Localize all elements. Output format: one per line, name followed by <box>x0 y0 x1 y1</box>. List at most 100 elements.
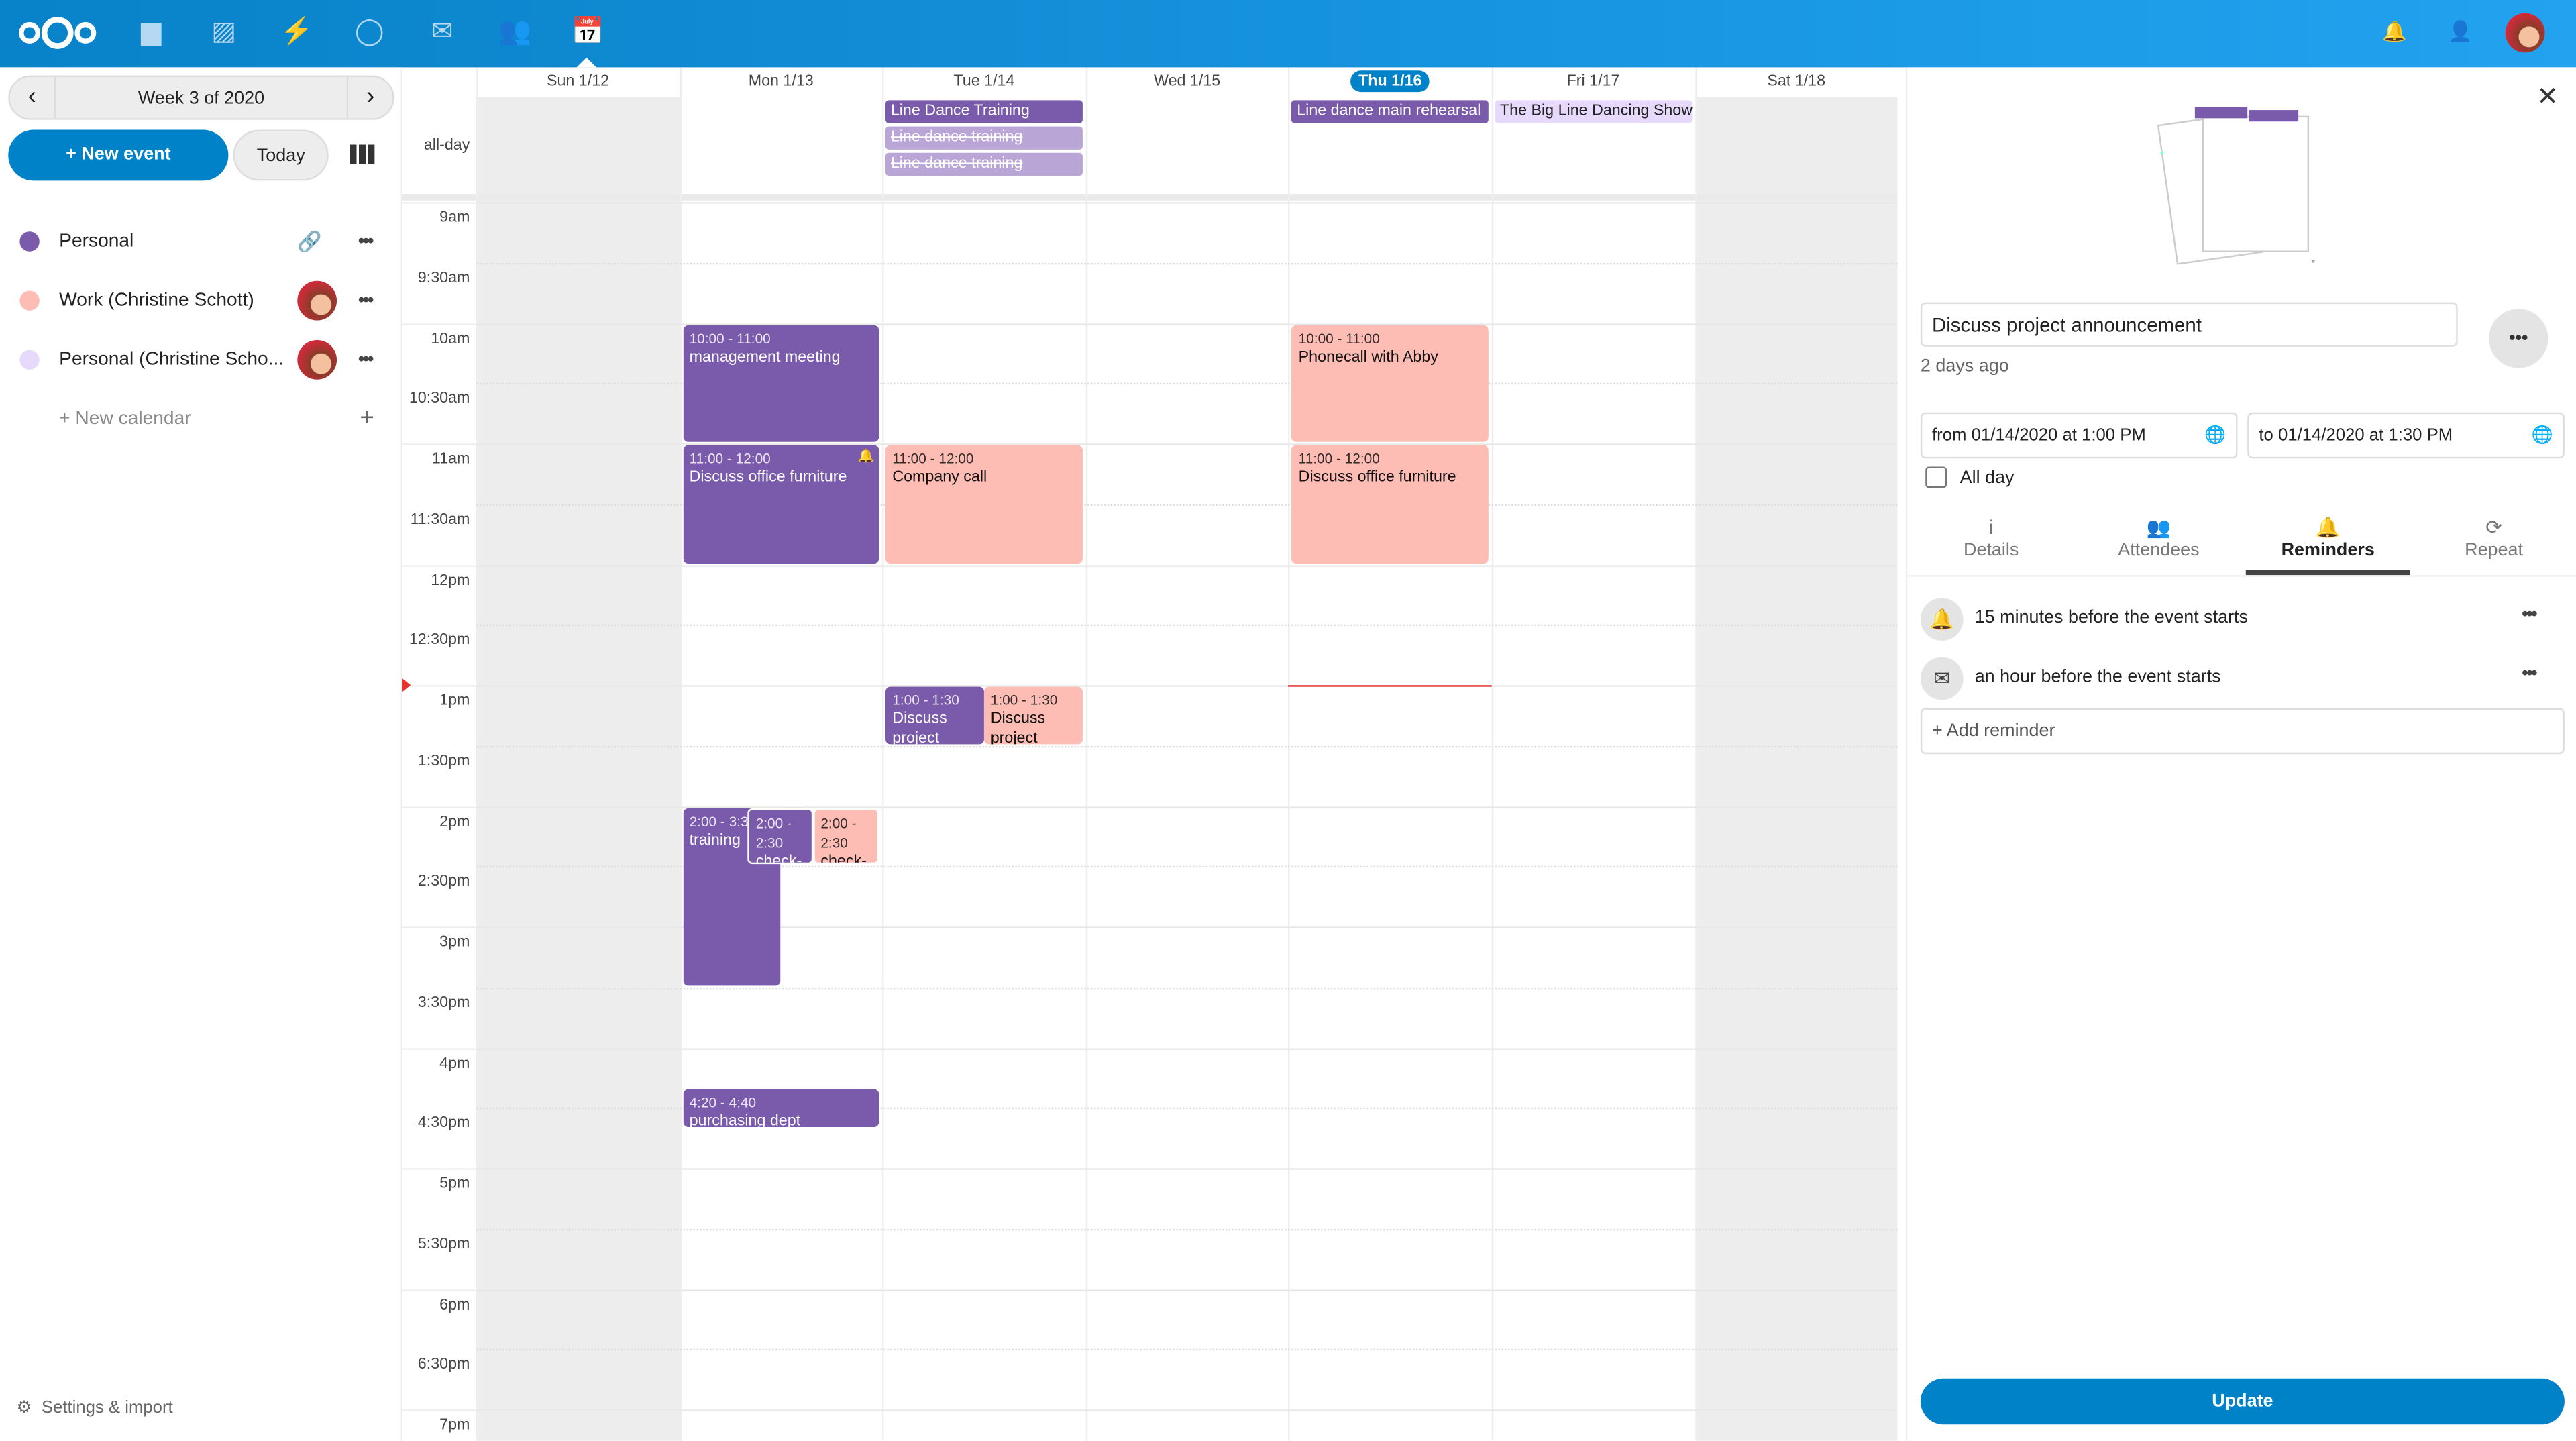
week-label[interactable]: Week 3 of 2020 <box>138 89 265 109</box>
bell-icon: 🔔 <box>857 448 875 464</box>
grid-line <box>476 1289 1898 1291</box>
day-header[interactable]: Sat 1/18 <box>1695 67 1897 97</box>
reminder-menu-button[interactable]: ••• <box>2522 604 2537 625</box>
settings-button[interactable]: ⚙ Settings & import <box>16 1398 173 1418</box>
calendar-icon[interactable]: 📅 <box>571 17 604 46</box>
calendar-item[interactable]: Work (Christine Schott) ••• <box>0 271 402 330</box>
grid-line <box>476 443 1898 445</box>
reminders-illustration <box>2154 87 2343 268</box>
files-icon[interactable]: ▆ <box>141 17 162 46</box>
day-header[interactable]: Fri 1/17 <box>1492 67 1695 97</box>
reminder-item[interactable]: ✉ an hour before the event starts ••• <box>1920 654 2565 703</box>
now-indicator <box>1288 685 1492 687</box>
photos-icon[interactable]: ▨ <box>211 17 237 46</box>
allday-event[interactable]: The Big Line Dancing Show <box>1495 100 1692 123</box>
view-switcher-icon[interactable] <box>350 144 375 164</box>
allday-event[interactable]: Line Dance Training <box>885 100 1083 123</box>
day-header[interactable]: Sun 1/12 <box>476 67 680 97</box>
bell-icon: 🔔 <box>1920 598 1964 641</box>
today-button[interactable]: Today <box>233 129 329 181</box>
mail-icon[interactable]: ✉ <box>431 17 453 46</box>
share-link-icon[interactable]: 🔗 <box>297 229 322 254</box>
tab-reminders[interactable]: 🔔 Reminders <box>2245 515 2410 576</box>
end-datetime-input[interactable]: to 01/14/2020 at 1:30 PM 🌐 <box>2247 412 2565 459</box>
allday-event[interactable]: Line dance training <box>885 152 1083 176</box>
event-actions-button[interactable]: ••• <box>2489 309 2548 368</box>
all-day-checkbox[interactable] <box>1925 466 1947 488</box>
day-header[interactable]: Wed 1/15 <box>1085 67 1289 97</box>
event-time: 1:00 - 1:30 <box>990 692 1058 708</box>
day-header[interactable]: Tue 1/14 <box>883 67 1086 97</box>
activity-icon[interactable]: ⚡ <box>280 17 313 46</box>
time-label: 10:30am <box>409 390 470 408</box>
calendar-color-dot[interactable] <box>19 231 40 252</box>
grid-line <box>476 504 1898 506</box>
day-column[interactable] <box>882 67 1086 1441</box>
calendar-name: Work (Christine Schott) <box>59 290 254 311</box>
day-column[interactable] <box>476 67 680 1441</box>
day-label: Mon 1/13 <box>748 72 814 91</box>
calendar-name: Personal <box>59 231 134 252</box>
talk-icon[interactable]: ◯ <box>354 17 384 46</box>
tab-label: Details <box>1964 540 2019 561</box>
calendar-menu-button[interactable]: ••• <box>358 290 374 311</box>
tab-label: Reminders <box>2281 540 2375 561</box>
new-calendar-button[interactable]: + New calendar + <box>0 389 402 448</box>
hour-separator <box>402 926 477 928</box>
update-button[interactable]: Update <box>1920 1378 2565 1425</box>
grid-line <box>476 564 1898 566</box>
grid-line <box>476 987 1898 989</box>
time-label: 9:30am <box>417 269 470 287</box>
calendar-event[interactable]: 11:00 - 12:00 Company call <box>885 445 1083 563</box>
contacts-menu-icon[interactable]: 👤 <box>2448 19 2473 43</box>
day-column[interactable] <box>1085 67 1289 1441</box>
day-header[interactable]: Mon 1/13 <box>680 67 883 97</box>
contacts-icon[interactable]: 👥 <box>498 17 532 46</box>
allday-event[interactable]: Line dance training <box>885 126 1083 150</box>
timezone-globe-icon[interactable]: 🌐 <box>2531 425 2553 445</box>
calendar-event[interactable]: 10:00 - 11:00 management meeting <box>682 324 879 442</box>
calendar-event[interactable]: 11:00 - 12:00 Discuss office furniture <box>1291 445 1489 563</box>
tab-repeat[interactable]: ⟳ Repeat <box>2410 515 2576 560</box>
calendar-event[interactable]: 1:00 - 1:30 Discuss project <box>983 686 1083 744</box>
reminder-menu-button[interactable]: ••• <box>2522 663 2537 684</box>
day-column[interactable] <box>1288 67 1492 1441</box>
calendar-menu-button[interactable]: ••• <box>358 350 374 370</box>
notifications-icon[interactable]: 🔔 <box>2382 19 2407 43</box>
event-time: 10:00 - 11:00 <box>1298 329 1380 346</box>
calendar-event[interactable]: 2:00 - 3:30 training <box>682 807 782 985</box>
new-event-button[interactable]: + New event <box>8 129 229 181</box>
tab-attendees[interactable]: 👥 Attendees <box>2075 515 2243 560</box>
close-icon[interactable]: ✕ <box>2536 83 2559 112</box>
nextcloud-logo[interactable] <box>16 15 98 51</box>
event-title: Phonecall with Abby <box>1298 347 1438 366</box>
calendar-menu-button[interactable]: ••• <box>358 231 374 252</box>
tab-details[interactable]: i Details <box>1907 515 2075 561</box>
day-header[interactable]: Thu 1/16 <box>1289 67 1492 97</box>
event-details-panel: ✕ Discuss project announcement ••• 2 day… <box>1905 67 2576 1441</box>
event-time: 2:00 - 2:30 <box>820 814 857 851</box>
user-avatar[interactable] <box>2505 13 2545 53</box>
start-datetime-input[interactable]: from 01/14/2020 at 1:00 PM 🌐 <box>1920 412 2238 459</box>
calendar-event[interactable]: 4:20 - 4:40 purchasing dept <box>682 1089 879 1126</box>
day-column[interactable] <box>1695 67 1897 1441</box>
day-column[interactable] <box>1491 67 1695 1441</box>
event-title-input[interactable]: Discuss project announcement <box>1920 302 2458 347</box>
next-week-button[interactable]: › <box>346 77 393 119</box>
calendar-event[interactable]: 11:00 - 12:00 Discuss office furniture 🔔 <box>682 445 879 563</box>
reminder-item[interactable]: 🔔 15 minutes before the event starts ••• <box>1920 595 2565 644</box>
day-column[interactable] <box>679 67 883 1441</box>
calendar-color-dot[interactable] <box>19 290 40 311</box>
timezone-globe-icon[interactable]: 🌐 <box>2204 425 2226 445</box>
calendar-item[interactable]: Personal (Christine Scho... ••• <box>0 330 402 389</box>
top-bar: ▆ ▨ ⚡ ◯ ✉ 👥 📅 🔔 👤 <box>0 0 2576 68</box>
allday-event[interactable]: Line dance main rehearsal <box>1291 100 1489 123</box>
previous-week-button[interactable]: ‹ <box>10 77 56 119</box>
add-reminder-input[interactable]: + Add reminder <box>1920 708 2565 755</box>
calendar-item[interactable]: Personal 🔗 ••• <box>0 212 402 271</box>
calendar-color-dot[interactable] <box>19 350 40 370</box>
calendar-event[interactable]: 10:00 - 11:00 Phonecall with Abby <box>1291 324 1489 442</box>
